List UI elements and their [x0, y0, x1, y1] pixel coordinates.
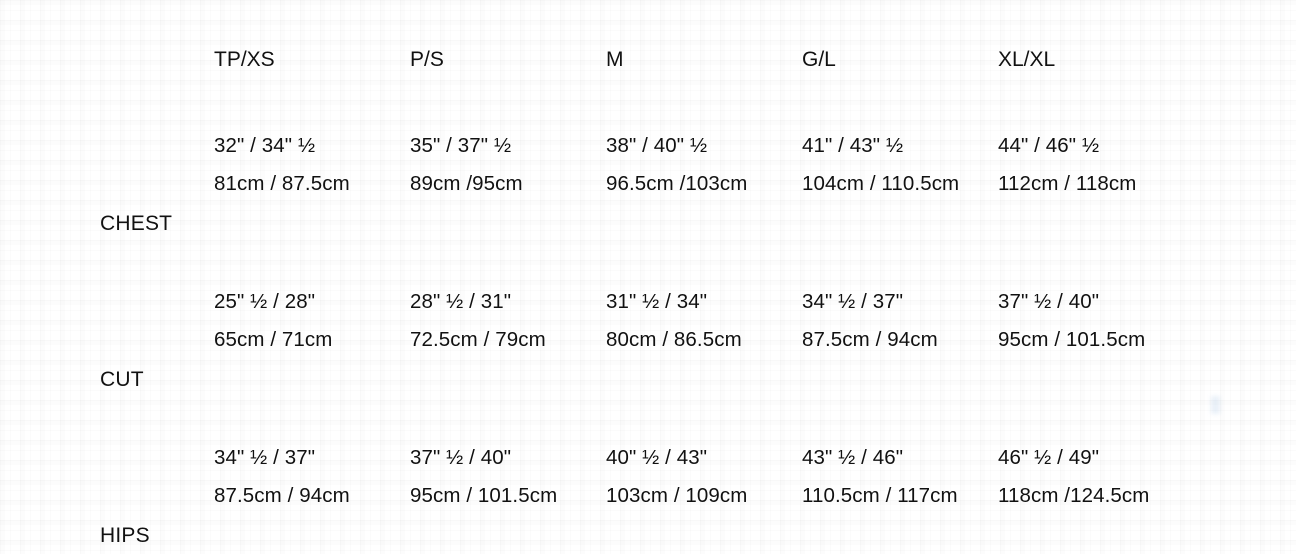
- row-label-cut: CUT: [100, 368, 144, 391]
- column-header-xl-xl: XL/XL: [998, 48, 1056, 71]
- cell-hips-tpxs-cm: 87.5cm / 94cm: [214, 484, 350, 507]
- cell-cut-tpxs-cm: 65cm / 71cm: [214, 328, 333, 351]
- table-row: HIPS 34" ½ / 37" 37" ½ / 40" 40" ½ / 43"…: [100, 398, 1194, 547]
- cell-hips-m-cm: 103cm / 109cm: [606, 484, 748, 507]
- row-label-chest: CHEST: [100, 212, 173, 235]
- cell-cut-tpxs-in: 25" ½ / 28": [214, 290, 316, 313]
- table-row: 87.5cm / 94cm 95cm / 101.5cm 103cm / 109…: [100, 476, 1194, 554]
- cell-cut-xlxl-in: 37" ½ / 40": [998, 290, 1100, 313]
- cell-cut-ps-in: 28" ½ / 31": [410, 290, 512, 313]
- column-header-tp-xs: TP/XS: [214, 48, 275, 71]
- cell-chest-m-in: 38" / 40" ½: [606, 134, 708, 157]
- table-row: CUT 25" ½ / 28" 28" ½ / 31" 31" ½ / 34" …: [100, 242, 1194, 391]
- column-header-m: M: [606, 48, 624, 71]
- cell-chest-ps-in: 35" / 37" ½: [410, 134, 512, 157]
- cell-hips-tpxs-in: 34" ½ / 37": [214, 446, 316, 469]
- column-header-g-l: G/L: [802, 48, 836, 71]
- cell-chest-gl-in: 41" / 43" ½: [802, 134, 904, 157]
- cell-cut-xlxl-cm: 95cm / 101.5cm: [998, 328, 1146, 351]
- table-row: 81cm / 87.5cm 89cm /95cm 96.5cm /103cm 1…: [100, 164, 1194, 242]
- cell-chest-tpxs-in: 32" / 34" ½: [214, 134, 316, 157]
- column-header-p-s: P/S: [410, 48, 444, 71]
- cell-hips-ps-in: 37" ½ / 40": [410, 446, 512, 469]
- compression-artifact: [1211, 396, 1220, 414]
- cell-cut-gl-cm: 87.5cm / 94cm: [802, 328, 938, 351]
- cell-hips-ps-cm: 95cm / 101.5cm: [410, 484, 558, 507]
- cell-cut-gl-in: 34" ½ / 37": [802, 290, 904, 313]
- cell-chest-gl-cm: 104cm / 110.5cm: [802, 172, 960, 195]
- table-row: 65cm / 71cm 72.5cm / 79cm 80cm / 86.5cm …: [100, 320, 1194, 398]
- cell-chest-ps-cm: 89cm /95cm: [410, 172, 523, 195]
- cell-chest-xlxl-cm: 112cm / 118cm: [998, 172, 1137, 195]
- cell-hips-gl-in: 43" ½ / 46": [802, 446, 904, 469]
- cell-chest-xlxl-in: 44" / 46" ½: [998, 134, 1100, 157]
- column-header-blank: [100, 34, 214, 86]
- row-label-hips: HIPS: [100, 524, 150, 547]
- cell-cut-m-cm: 80cm / 86.5cm: [606, 328, 742, 351]
- cell-cut-m-in: 31" ½ / 34": [606, 290, 708, 313]
- cell-hips-m-in: 40" ½ / 43": [606, 446, 708, 469]
- table-row: CHEST 32" / 34" ½ 35" / 37" ½ 38" / 40" …: [100, 86, 1194, 235]
- cell-chest-m-cm: 96.5cm /103cm: [606, 172, 748, 195]
- cell-hips-xlxl-in: 46" ½ / 49": [998, 446, 1100, 469]
- cell-chest-tpxs-cm: 81cm / 87.5cm: [214, 172, 350, 195]
- size-chart-table: TP/XS P/S M G/L XL/XL CHEST 32" / 34" ½ …: [100, 34, 1194, 554]
- table-header-row: TP/XS P/S M G/L XL/XL: [100, 34, 1194, 86]
- cell-hips-xlxl-cm: 118cm /124.5cm: [998, 484, 1150, 507]
- cell-cut-ps-cm: 72.5cm / 79cm: [410, 328, 546, 351]
- cell-hips-gl-cm: 110.5cm / 117cm: [802, 484, 958, 507]
